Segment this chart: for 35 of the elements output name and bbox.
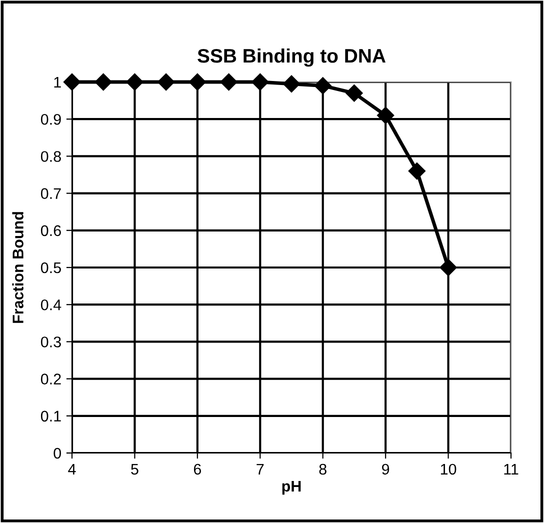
y-tick-label: 0.5 [40, 262, 61, 274]
point [252, 73, 269, 91]
point [314, 77, 332, 94]
point [188, 73, 206, 91]
y-tick-label: 0.1 [40, 410, 61, 422]
x-axis-title: pH [282, 480, 301, 495]
y-tick-label: 0.8 [40, 151, 61, 162]
point [346, 84, 363, 102]
y-axis-title: Fraction Bound [12, 212, 24, 323]
chart-title: SSB Binding to DNA [198, 48, 386, 67]
point [158, 73, 175, 91]
x-tick-label: 11 [504, 464, 518, 474]
x-tick-label: 4 [68, 464, 76, 474]
x-tick-label: 10 [440, 464, 456, 475]
y-tick-label: 0.7 [40, 188, 61, 199]
y-tick-label: 0.9 [40, 114, 61, 125]
point [220, 73, 238, 91]
point [126, 73, 144, 91]
y-tick-label: 0 [54, 448, 61, 459]
point [440, 258, 457, 276]
x-tick-label: 9 [382, 464, 390, 475]
point [63, 73, 81, 91]
y-tick-label: 1 [54, 77, 61, 88]
x-tick-label: 8 [319, 464, 326, 475]
y-tick-label: 0.2 [40, 374, 61, 384]
point [408, 162, 426, 180]
x-tick-label: 6 [194, 464, 202, 475]
point [377, 106, 394, 124]
x-tick-label: 7 [256, 464, 264, 474]
y-tick-label: 0.4 [40, 299, 62, 310]
y-tick-label: 0.3 [40, 336, 61, 348]
point [94, 73, 112, 91]
y-tick-label: 0.6 [40, 225, 61, 236]
x-tick-label: 5 [131, 464, 138, 475]
point [282, 75, 300, 92]
